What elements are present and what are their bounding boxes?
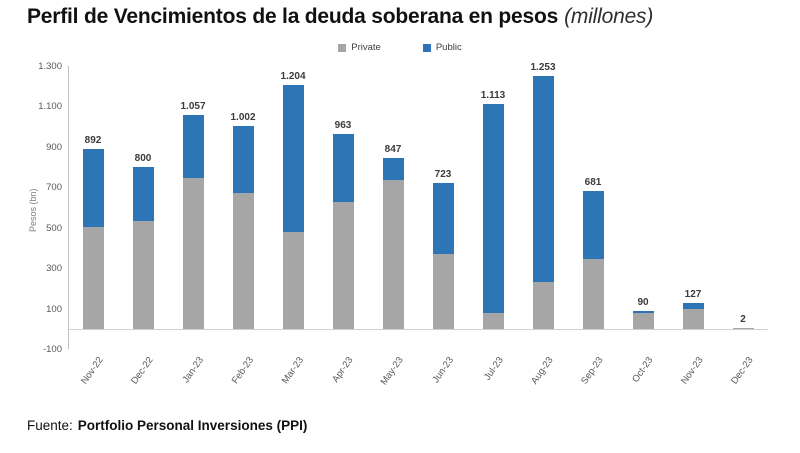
legend-label: Private [351,42,381,53]
legend-swatch-icon [338,43,347,52]
x-tick-label: Oct-23 [630,355,657,385]
bar-segment-public [282,85,304,232]
bar-total-label: 892 [84,134,102,146]
bar-segment-public [432,182,454,254]
source-prefix: Fuente: [27,418,73,433]
bar-segment-private [632,312,654,329]
bar-segment-private [432,254,454,329]
bar-segment-private [82,226,104,329]
bar-total-label: 2 [740,314,746,326]
y-tick-label: 1.300 [38,61,62,72]
bar-segment-public [232,126,254,194]
bar-segment-public [582,191,604,259]
bar-total-label: 127 [684,289,702,301]
bar-segment-private [132,220,154,329]
x-tick-label: Jan-23 [180,355,207,386]
bar-segment-private [732,328,754,329]
bar-segment-public [532,75,554,283]
x-axis-baseline [68,328,768,330]
bar-segment-public [182,115,204,179]
bar-segment-private [682,308,704,329]
bar-segment-public [82,148,104,227]
chart-title-main: Perfil de Vencimientos de la deuda sober… [27,5,559,28]
source-note: Fuente: Portfolio Personal Inversiones (P… [27,418,307,433]
x-tick-label: Sep-23 [579,355,607,387]
chart-legend: Private Public [0,42,800,53]
bar-total-label: 963 [334,120,352,132]
bar-segment-private [232,193,254,329]
x-tick-label: Jun-23 [430,355,457,386]
bar-total-label: 1.113 [480,89,506,101]
bar-total-label: 847 [384,143,402,155]
bar-total-label: 681 [584,177,602,189]
bar-total-label: 1.057 [180,101,206,113]
bar-total-label: 1.002 [230,112,256,124]
y-tick-label: 900 [46,141,62,153]
bar-total-label: 90 [637,296,649,308]
x-tick-label: Dec-22 [129,355,157,387]
y-tick-label: 100 [46,303,62,315]
bar-segment-public [382,157,404,181]
y-axis-line [68,66,69,349]
bar-segment-private [382,180,404,329]
bar-segment-private [582,259,604,329]
y-tick-label: 1.100 [38,101,62,113]
y-tick-label: 300 [46,263,62,275]
bar-segment-public [682,303,704,309]
legend-item-private: Private [338,42,381,53]
x-tick-label: May-23 [378,355,407,388]
legend-swatch-icon [422,43,431,52]
x-tick-label: Nov-22 [79,355,107,387]
legend-label: Public [435,42,462,53]
chart-title-suffix: (millones) [564,5,654,28]
bar-segment-private [282,231,304,329]
bar-segment-private [532,282,554,329]
x-tick-label: Mar-23 [279,355,307,386]
bar-segment-private [182,178,204,329]
bar-total-label: 1.204 [280,71,306,83]
bar-total-label: 800 [134,153,152,165]
bar-segment-public [482,103,504,313]
bar-total-label: 723 [434,168,452,180]
x-tick-label: Apr-23 [330,355,357,385]
page-title: Perfil de Vencimientos de la deuda sober… [27,5,653,29]
y-tick-label: 700 [46,182,62,194]
bar-segment-private [332,202,354,329]
bar-segment-private [482,312,504,329]
bar-segment-public [332,134,354,203]
x-tick-label: Nov-23 [679,355,707,387]
bar-segment-public [632,310,654,313]
source-name: Portfolio Personal Inversiones (PPI) [77,418,308,433]
bar-segment-public [132,167,154,221]
y-tick-label: 500 [46,222,62,234]
legend-item-public: Public [422,42,462,53]
y-tick-label: -100 [42,344,62,355]
x-tick-label: Dec-23 [729,355,757,387]
x-tick-label: Feb-23 [229,355,257,386]
x-tick-label: Aug-23 [529,355,557,387]
bar-total-label: 1.253 [530,61,556,73]
x-tick-label: Jul-23 [482,355,507,383]
